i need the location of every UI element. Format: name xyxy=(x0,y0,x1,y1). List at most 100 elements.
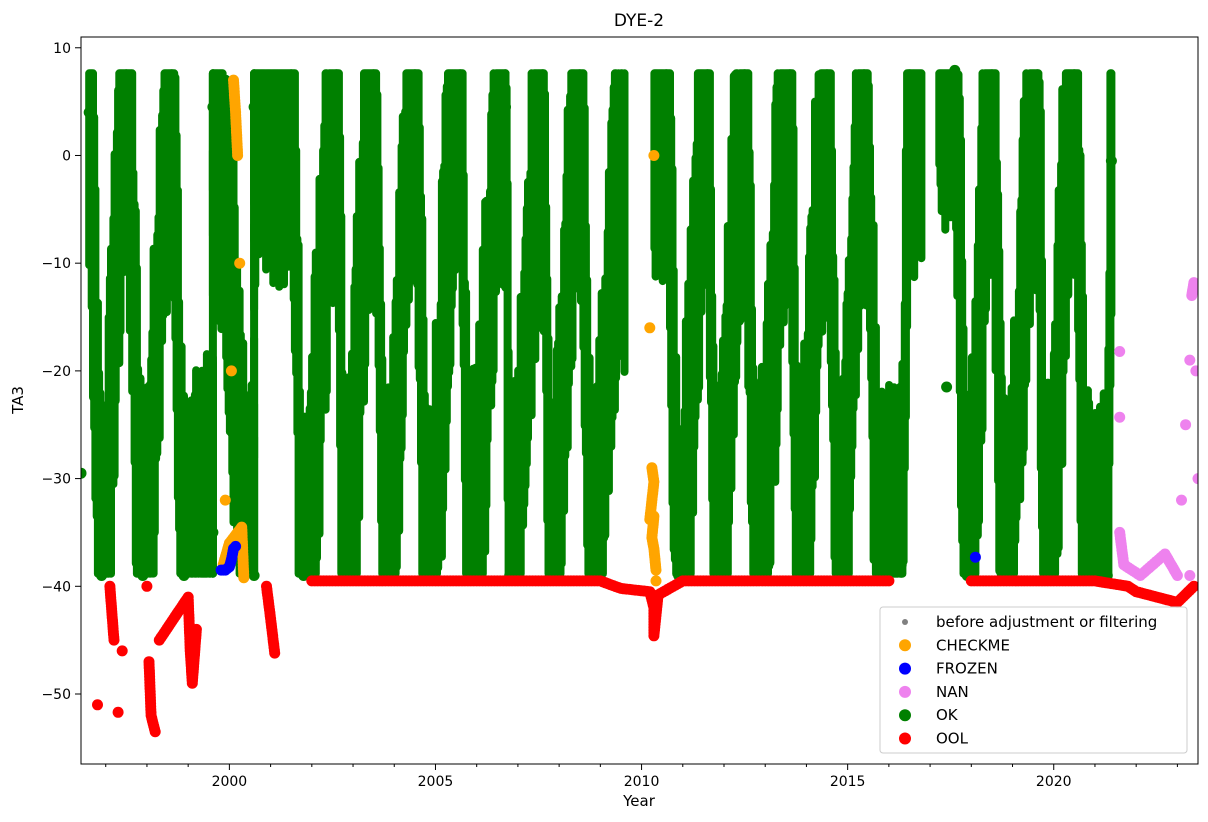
legend-marker xyxy=(899,662,911,675)
y-tick-label: 0 xyxy=(62,148,71,164)
ok-point xyxy=(285,90,297,102)
series-ool xyxy=(92,575,1198,738)
ok-point xyxy=(178,570,190,581)
ok-point xyxy=(96,570,108,581)
series-layer xyxy=(81,64,1198,738)
legend-marker xyxy=(899,639,911,652)
ool-point xyxy=(269,647,281,659)
ok-point xyxy=(1031,102,1043,114)
ok-point xyxy=(784,88,796,100)
legend-label: before adjustment or filtering xyxy=(936,613,1157,631)
nan-point xyxy=(1184,570,1196,581)
frozen-point xyxy=(230,540,242,552)
checkme-point xyxy=(219,494,231,506)
ok-point xyxy=(331,104,342,116)
ok-point xyxy=(941,381,953,393)
nan-point xyxy=(1114,411,1126,423)
ok-point xyxy=(81,467,87,479)
x-tick-label: 2000 xyxy=(212,774,248,790)
series-ok xyxy=(81,64,1117,581)
ok-band xyxy=(1107,69,1116,319)
ok-point xyxy=(454,70,466,82)
ok-point xyxy=(137,570,149,581)
ool-point xyxy=(1188,580,1198,592)
y-tick-label: −40 xyxy=(41,579,71,595)
legend-label: OOL xyxy=(936,730,969,748)
ool-point xyxy=(190,623,202,635)
ok-point xyxy=(702,112,713,124)
nan-point xyxy=(1190,365,1198,377)
checkme-point xyxy=(650,575,662,587)
legend-label: NAN xyxy=(936,683,969,701)
ok-point xyxy=(895,559,907,571)
ok-point xyxy=(739,106,751,118)
ok-point xyxy=(1068,95,1080,106)
chart-title: DYE-2 xyxy=(614,11,664,31)
ok-point xyxy=(821,115,833,127)
ok-point xyxy=(83,106,95,118)
checkme-point xyxy=(225,365,237,377)
nan-point xyxy=(1192,473,1198,485)
ok-point xyxy=(368,98,380,110)
y-tick-label: 10 xyxy=(53,41,71,57)
ool-point xyxy=(92,699,103,711)
legend-box xyxy=(879,606,1188,754)
ok-point xyxy=(207,101,219,113)
ok-point xyxy=(1105,155,1117,167)
legend-marker xyxy=(899,709,911,722)
ok-point xyxy=(120,85,132,97)
ok-point xyxy=(248,570,260,581)
x-tick-label: 2005 xyxy=(418,774,454,790)
ok-band xyxy=(917,69,926,263)
legend-marker xyxy=(902,619,908,625)
legend-marker xyxy=(899,732,911,745)
nan-point xyxy=(1180,419,1192,431)
y-tick-label: −10 xyxy=(41,256,71,272)
x-tick-label: 2020 xyxy=(1036,774,1072,790)
y-tick-label: −20 xyxy=(41,364,71,380)
nan-point xyxy=(1188,277,1198,289)
ool-point xyxy=(116,645,128,657)
y-tick-label: −30 xyxy=(41,472,71,488)
ok-point xyxy=(298,570,310,581)
nan-point xyxy=(1114,346,1126,357)
legend-label: CHECKME xyxy=(936,636,1010,654)
y-tick-label: −50 xyxy=(41,687,71,703)
checkme-point xyxy=(644,322,656,334)
checkme-point xyxy=(648,150,660,161)
ok-point xyxy=(248,101,260,113)
plot-frame xyxy=(80,36,1199,765)
ool-point xyxy=(141,580,153,592)
x-tick-label: 2010 xyxy=(624,774,660,790)
frozen-point xyxy=(969,551,981,563)
ok-point xyxy=(574,98,586,110)
ok-point xyxy=(986,94,998,105)
checkme-point xyxy=(232,150,244,161)
ok-point xyxy=(904,99,915,111)
ok-point xyxy=(858,99,870,111)
legend-marker xyxy=(899,685,911,698)
ool-point xyxy=(112,706,124,718)
ok-point xyxy=(949,64,961,76)
checkme-point xyxy=(234,257,246,269)
ool-point xyxy=(108,634,120,646)
series-nan xyxy=(1114,277,1198,581)
x-axis-label: Year xyxy=(622,792,656,810)
ok-point xyxy=(409,77,421,89)
ok-point xyxy=(500,101,511,113)
checkme-point xyxy=(238,572,250,584)
y-axis-label: TA3 xyxy=(9,386,27,415)
ok-point xyxy=(660,90,672,102)
nan-point xyxy=(1176,494,1187,506)
legend-label: OK xyxy=(936,706,959,724)
nan-point xyxy=(1171,570,1183,581)
ool-point xyxy=(883,575,895,587)
ok-point xyxy=(207,526,219,538)
ok-point xyxy=(166,106,178,118)
checkme-point xyxy=(650,564,662,576)
series-frozen xyxy=(215,540,981,576)
legend: before adjustment or filtering CHECKME FRO… xyxy=(879,606,1188,754)
ok-band xyxy=(620,69,629,376)
ok-point xyxy=(615,182,627,194)
